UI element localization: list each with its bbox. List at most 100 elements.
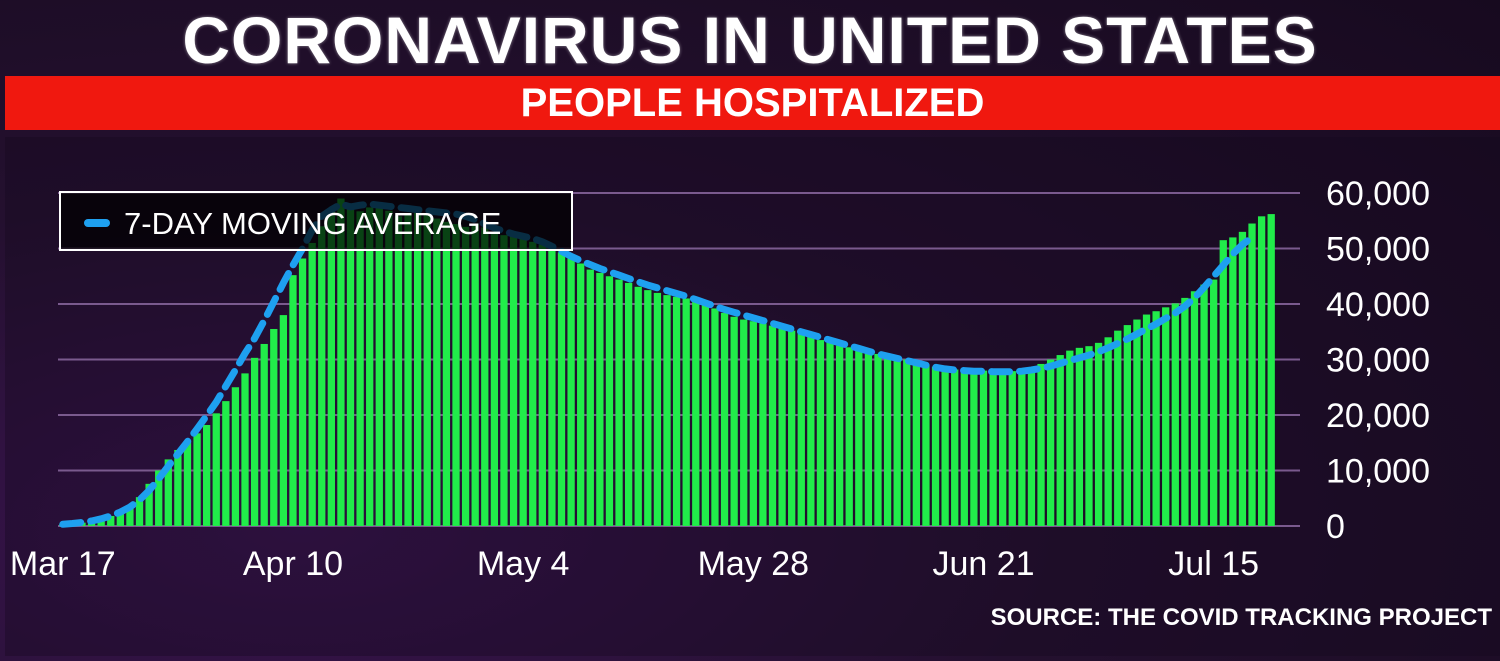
bar — [490, 232, 499, 526]
bar — [778, 328, 786, 526]
bar — [442, 221, 451, 527]
bar — [461, 226, 470, 527]
bar — [356, 211, 364, 526]
bar — [912, 361, 920, 526]
bar — [644, 290, 652, 527]
y-tick-label: 0 — [1326, 508, 1345, 546]
bar — [1257, 216, 1266, 526]
bar — [1018, 370, 1026, 526]
bar — [433, 218, 441, 526]
bar — [193, 433, 201, 526]
x-tick-label: May 28 — [698, 545, 810, 583]
bar — [1190, 291, 1199, 526]
bar — [855, 349, 863, 526]
bar — [212, 413, 220, 526]
bar — [826, 342, 834, 526]
bar — [1229, 237, 1237, 526]
bar — [1037, 363, 1045, 526]
bar — [481, 227, 489, 526]
bar — [663, 295, 671, 526]
y-tick-label: 20,000 — [1326, 397, 1430, 435]
bar — [624, 282, 633, 526]
moving-average-line — [59, 200, 1256, 528]
bar — [423, 214, 431, 526]
bar — [864, 351, 873, 526]
bar — [577, 263, 585, 526]
bar — [788, 330, 796, 526]
bar — [548, 249, 556, 526]
bar — [250, 357, 259, 526]
bar — [346, 204, 355, 526]
bar — [835, 345, 844, 527]
bar — [653, 292, 662, 526]
bar — [1181, 297, 1189, 526]
bar — [941, 368, 949, 526]
bar — [1104, 337, 1112, 526]
bar — [768, 325, 777, 526]
bar — [874, 353, 882, 526]
bar — [970, 371, 978, 526]
bar — [270, 328, 278, 526]
bar — [308, 242, 316, 526]
x-tick-label: Jul 15 — [1168, 545, 1259, 583]
bar — [730, 316, 738, 526]
bar — [318, 226, 326, 527]
bar — [404, 212, 412, 527]
bar — [452, 224, 460, 526]
bar — [596, 272, 604, 526]
chart-title: CORONAVIRUS IN UNITED STATES — [182, 3, 1318, 77]
x-tick-label: Apr 10 — [243, 545, 343, 583]
bar — [711, 308, 719, 526]
bar — [126, 506, 134, 526]
bar — [538, 244, 546, 526]
bar — [164, 459, 172, 526]
bar — [1123, 325, 1131, 526]
bar — [289, 275, 297, 526]
bar — [107, 516, 115, 526]
bar — [797, 333, 805, 526]
bar — [145, 483, 153, 526]
bar — [692, 301, 700, 526]
bar — [557, 252, 566, 526]
y-tick-label: 40,000 — [1326, 286, 1430, 324]
bar — [519, 237, 527, 526]
bar — [203, 424, 211, 526]
bar — [1094, 342, 1103, 526]
bar — [183, 441, 192, 526]
bar — [893, 357, 901, 526]
y-tick-label: 60,000 — [1326, 175, 1430, 213]
bar — [989, 370, 997, 526]
y-tick-label: 30,000 — [1326, 342, 1430, 380]
bar — [1238, 231, 1247, 526]
bar — [155, 470, 163, 526]
bar — [1085, 346, 1093, 526]
bar — [903, 359, 911, 526]
bar — [1248, 223, 1256, 526]
bar — [816, 340, 825, 526]
bar — [1200, 284, 1208, 526]
bar — [529, 241, 537, 526]
x-tick-label: May 4 — [477, 545, 570, 583]
bar — [1219, 240, 1227, 526]
bar — [1210, 279, 1218, 526]
legend-box — [59, 191, 573, 251]
bar — [366, 207, 374, 526]
bar — [960, 370, 968, 526]
bar — [135, 497, 144, 526]
bar — [1056, 355, 1064, 526]
bar — [298, 258, 307, 526]
bar — [279, 315, 288, 526]
x-tick-label: Mar 17 — [10, 545, 116, 583]
bar — [586, 269, 594, 526]
bar — [1142, 314, 1151, 526]
subtitle-banner: PEOPLE HOSPITALIZED — [5, 76, 1500, 130]
bar — [509, 234, 518, 526]
bar — [931, 366, 940, 526]
bar — [260, 343, 268, 526]
bar — [394, 216, 403, 526]
bar — [471, 223, 479, 526]
bar — [701, 305, 710, 526]
bar — [414, 209, 422, 526]
bar — [231, 387, 240, 526]
bar — [883, 355, 892, 526]
